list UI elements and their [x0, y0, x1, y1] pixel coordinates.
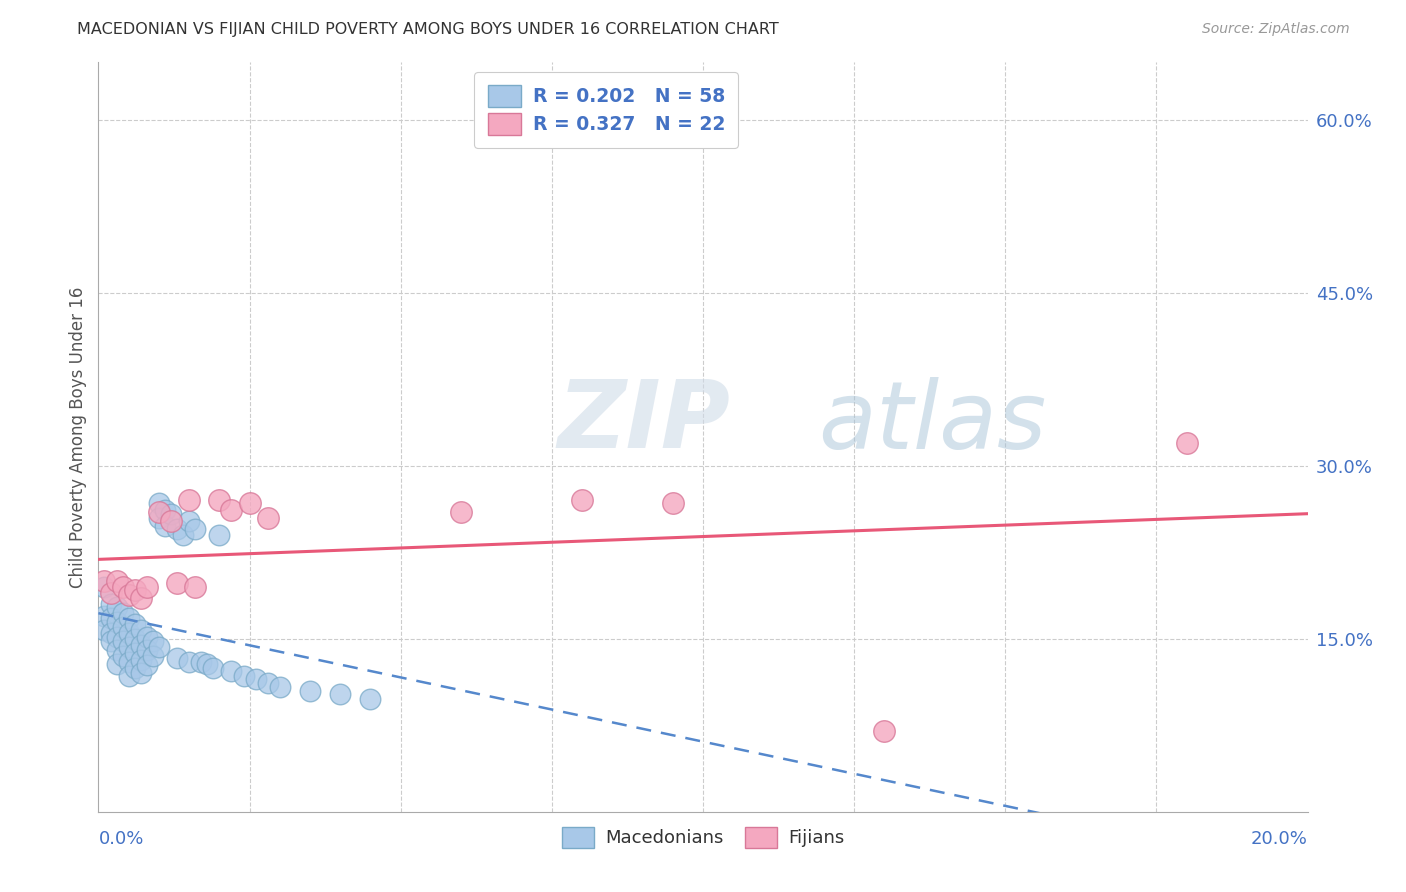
Point [195, 657, 218, 672]
Point [129, 666, 152, 681]
Point [166, 651, 188, 665]
Point [100, 585, 122, 599]
Point [179, 514, 201, 528]
Point [179, 493, 201, 508]
Text: 20.0%: 20.0% [1251, 830, 1308, 848]
Point [93, 580, 115, 594]
Point [111, 620, 134, 634]
Point [221, 502, 243, 516]
Text: atlas: atlas [818, 376, 1046, 467]
Point [100, 611, 122, 625]
Point [172, 528, 194, 542]
Point [166, 522, 188, 536]
Point [93, 623, 115, 637]
Point [245, 672, 267, 686]
Text: 0.0%: 0.0% [98, 830, 143, 848]
Point [124, 616, 146, 631]
Point [105, 615, 128, 629]
Point [153, 519, 176, 533]
Point [124, 660, 146, 674]
Point [129, 623, 152, 637]
Point [142, 634, 165, 648]
Point [105, 574, 128, 589]
Point [1175, 435, 1198, 450]
Point [111, 649, 134, 664]
Point [105, 630, 128, 644]
Point [124, 632, 146, 646]
Point [360, 691, 382, 706]
Point [93, 574, 115, 589]
Point [184, 522, 207, 536]
Y-axis label: Child Poverty Among Boys Under 16: Child Poverty Among Boys Under 16 [69, 286, 87, 588]
Point [450, 505, 472, 519]
Point [129, 591, 152, 606]
Point [135, 643, 157, 657]
Point [571, 493, 593, 508]
Point [111, 634, 134, 648]
Point [105, 599, 128, 614]
Point [148, 510, 170, 524]
Point [124, 583, 146, 598]
Point [135, 630, 157, 644]
Point [148, 640, 170, 654]
Text: ZIP: ZIP [558, 376, 731, 468]
Point [299, 683, 322, 698]
Point [184, 580, 207, 594]
Point [239, 496, 262, 510]
Point [135, 580, 157, 594]
Point [105, 657, 128, 672]
Point [873, 724, 896, 739]
Point [129, 638, 152, 652]
Point [111, 607, 134, 621]
Point [129, 652, 152, 666]
Point [256, 510, 278, 524]
Point [329, 687, 352, 701]
Point [100, 634, 122, 648]
Point [179, 655, 201, 669]
Point [160, 514, 183, 528]
Point [118, 655, 141, 669]
Point [118, 669, 141, 683]
Text: MACEDONIAN VS FIJIAN CHILD POVERTY AMONG BOYS UNDER 16 CORRELATION CHART: MACEDONIAN VS FIJIAN CHILD POVERTY AMONG… [77, 22, 779, 37]
Point [118, 626, 141, 640]
Point [105, 643, 128, 657]
Point [142, 649, 165, 664]
Point [124, 646, 146, 660]
Point [118, 611, 141, 625]
Point [148, 496, 170, 510]
Point [166, 576, 188, 591]
Point [269, 680, 291, 694]
Point [208, 528, 231, 542]
Point [153, 502, 176, 516]
Point [118, 640, 141, 654]
Text: Source: ZipAtlas.com: Source: ZipAtlas.com [1202, 22, 1350, 37]
Legend: Macedonians, Fijians: Macedonians, Fijians [554, 820, 852, 855]
Point [100, 626, 122, 640]
Point [118, 588, 141, 602]
Point [221, 664, 243, 678]
Point [202, 660, 225, 674]
Point [135, 658, 157, 673]
Point [256, 675, 278, 690]
Point [160, 508, 183, 522]
Point [190, 655, 212, 669]
Point [661, 496, 683, 510]
Point [148, 505, 170, 519]
Point [208, 493, 231, 508]
Point [111, 580, 134, 594]
Point [93, 608, 115, 623]
Point [232, 669, 254, 683]
Point [100, 597, 122, 611]
